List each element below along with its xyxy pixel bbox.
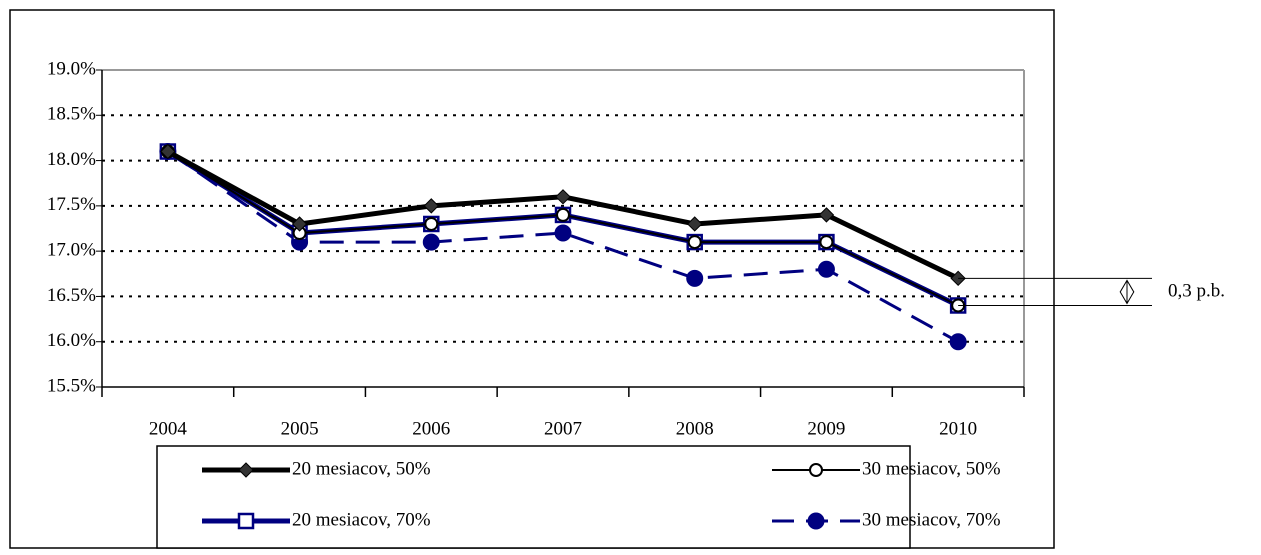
y-tick-label: 17.5% (47, 194, 96, 215)
legend-label: 20 mesiacov, 70% (292, 509, 431, 530)
series-marker (422, 233, 440, 251)
series-marker (687, 235, 702, 250)
x-tick-label: 2005 (281, 418, 319, 439)
series-marker (424, 216, 439, 231)
series-marker (686, 269, 704, 287)
series-marker (819, 235, 834, 250)
legend-label: 30 mesiacov, 70% (862, 509, 1001, 530)
y-tick-label: 15.5% (47, 375, 96, 396)
series-marker (556, 207, 570, 222)
x-tick-label: 2006 (412, 418, 450, 439)
series-marker (160, 143, 176, 160)
legend-box (156, 445, 911, 549)
x-tick-label: 2008 (676, 418, 714, 439)
series-marker (817, 260, 835, 278)
y-tick-label: 16.5% (47, 285, 96, 306)
legend-marker (809, 463, 823, 477)
series-marker (555, 189, 571, 205)
y-tick-label: 18.0% (47, 149, 96, 170)
y-tick-label: 18.5% (47, 104, 96, 125)
series-marker (554, 224, 572, 242)
series-marker (818, 207, 835, 223)
series-marker (949, 333, 967, 351)
legend-marker (807, 512, 825, 530)
y-tick-label: 19.0% (47, 58, 96, 79)
annotation-arrowhead (1119, 279, 1135, 305)
x-tick-label: 2009 (807, 418, 845, 439)
x-tick-label: 2010 (939, 418, 977, 439)
x-tick-label: 2007 (544, 418, 582, 439)
series-marker (687, 216, 703, 232)
annotation-text: 0,3 p.b. (1168, 280, 1225, 301)
y-tick-label: 16.0% (47, 330, 96, 351)
x-tick-label: 2004 (149, 418, 188, 439)
legend-label: 20 mesiacov, 50% (292, 458, 431, 479)
y-tick-label: 17.0% (47, 240, 96, 261)
legend-label: 30 mesiacov, 50% (862, 458, 1001, 479)
legend-marker (238, 462, 254, 478)
series-marker (291, 216, 308, 232)
series-marker (423, 198, 439, 214)
legend-marker (237, 512, 255, 530)
